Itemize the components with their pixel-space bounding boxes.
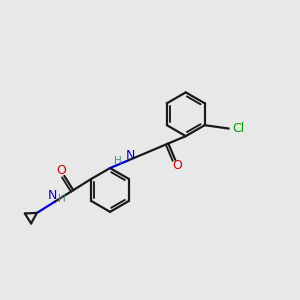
Text: O: O	[56, 164, 66, 177]
Text: H: H	[113, 156, 121, 166]
Text: Cl: Cl	[232, 122, 245, 135]
Text: N: N	[126, 149, 136, 162]
Text: O: O	[173, 159, 183, 172]
Text: H: H	[58, 194, 65, 204]
Text: N: N	[48, 189, 57, 203]
